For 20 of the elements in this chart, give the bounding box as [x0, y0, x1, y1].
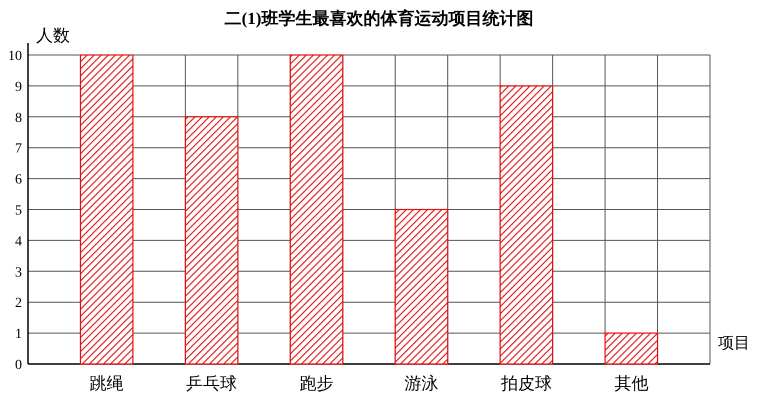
y-tick-label: 3: [15, 265, 22, 280]
y-tick-label: 8: [15, 110, 22, 126]
y-tick-label: 10: [8, 49, 22, 64]
y-tick-label: 4: [15, 234, 22, 250]
y-tick-label: 9: [15, 80, 22, 95]
x-tick-label: 其他: [614, 374, 648, 393]
y-tick-label: 2: [15, 296, 22, 312]
x-tick-label: 拍皮球: [500, 374, 552, 393]
chart-title: 二(1)班学生最喜欢的体育运动项目统计图: [224, 8, 534, 28]
x-tick-label: 游泳: [404, 374, 438, 393]
x-tick-label: 跳绳: [90, 374, 124, 393]
y-tick-label: 0: [15, 358, 22, 373]
x-tick-label: 乒乓球: [186, 374, 238, 393]
x-axis-title: 项目: [718, 335, 750, 352]
y-axis-title: 人数: [36, 26, 70, 45]
y-tick-label: 7: [15, 142, 22, 157]
y-tick-label: 6: [15, 172, 22, 188]
x-tick-label: 跑步: [300, 374, 334, 393]
y-tick-label: 1: [15, 327, 22, 342]
y-tick-label: 5: [15, 204, 22, 218]
